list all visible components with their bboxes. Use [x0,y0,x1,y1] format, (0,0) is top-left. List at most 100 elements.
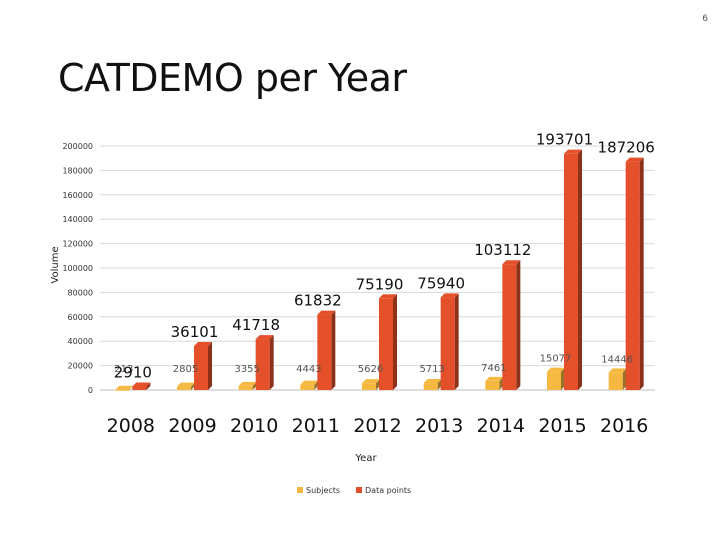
data-label-subjects: 4443 [296,364,321,375]
bar-side [516,260,521,390]
bar-subjects-2009 [177,382,195,390]
bar-subjects-2010 [238,381,257,390]
bar-front [362,383,376,390]
bar-top [177,382,195,387]
bar-datapoints-2012 [379,294,397,390]
page-title: CATDEMO per Year [58,56,407,100]
y-tick-label: 120000 [62,240,93,249]
data-label-subjects: 14446 [601,354,633,365]
bar-top [255,335,274,340]
y-tick-label: 160000 [62,191,93,200]
bar-top [115,385,134,390]
bar-top [300,380,319,385]
bar-front [423,383,438,390]
bar-front [485,380,500,390]
y-tick-label: 140000 [62,215,93,224]
bar-top [608,368,627,373]
x-axis-categories: 2008 2009 2010 2011 2012 2013 2014 2015 2016 [107,415,649,437]
y-tick-label: 40000 [68,337,93,346]
bar-top [317,310,336,315]
bar-subjects-2014 [485,376,504,390]
data-label-datapoints: 41718 [232,316,280,334]
bar-side [393,294,397,390]
legend-swatch-datapoints [356,487,362,493]
bar-top [132,382,151,387]
data-label-subjects: 3355 [234,364,259,375]
data-label-subjects: 213 [114,364,133,375]
x-tick-label: 2013 [415,415,463,437]
bar-top [440,293,459,298]
data-label-subjects: 5713 [419,364,444,375]
bar-front [379,298,393,390]
bar-subjects-2013 [423,379,442,390]
legend-label-subjects: Subjects [306,486,340,495]
bar-subjects-2016 [608,368,627,390]
data-label-subjects: 5626 [358,364,383,375]
bar-front [194,345,208,390]
x-tick-label: 2014 [477,415,525,437]
bar-side [639,157,644,390]
bar-top [502,260,521,265]
bar-top [564,149,582,154]
data-label-datapoints: 193701 [536,131,593,149]
y-tick-label: 20000 [68,362,93,371]
bar-top [379,294,397,299]
data-label-subjects: 2805 [173,364,198,375]
bar-front [625,161,640,390]
x-tick-label: 2011 [292,415,340,437]
y-tick-label: 200000 [62,142,93,151]
data-label-datapoints: 61832 [294,292,342,310]
bar-front [564,153,578,390]
legend: Subjects Data points [297,486,411,495]
bar-top [423,379,442,384]
x-tick-label: 2016 [600,415,648,437]
x-axis-title: Year [354,453,377,464]
data-label-datapoints: 36101 [171,323,219,341]
x-tick-label: 2010 [230,415,278,437]
bar-top [362,379,380,384]
bar-datapoints-2015 [564,149,582,390]
bar-top [238,381,257,386]
bar-top [485,376,504,381]
bar-front [608,372,623,390]
legend-label-datapoints: Data points [365,486,411,495]
bar-top [625,157,644,162]
x-tick-label: 2012 [353,415,401,437]
bar-datapoints-2008 [132,382,151,390]
bar-datapoints-2010 [255,335,274,390]
bar-front [177,386,191,390]
bar-front [132,386,147,390]
bar-side [454,293,459,390]
data-label-datapoints: 187206 [598,139,655,157]
bar-datapoints-2014 [502,260,521,390]
data-label-subjects: 7461 [481,363,506,374]
x-tick-label: 2015 [538,415,586,437]
bar-side [269,335,274,390]
bar-front [317,314,332,390]
data-label-datapoints: 103112 [474,241,531,259]
bar-top [547,367,565,372]
bar-subjects-2015 [547,367,565,390]
bars [115,149,644,391]
bar-front [115,389,130,391]
bar-side [331,310,336,390]
gridlines [100,145,655,391]
bar-datapoints-2013 [440,293,459,390]
bar-side [146,382,151,390]
bar-top [194,341,212,346]
bar-front [255,339,270,390]
legend-swatch-subjects [297,487,303,493]
bar-side [252,381,257,390]
y-axis-ticks: 0 20000 40000 60000 80000 100000 120000 140000 1… [62,142,93,395]
bar-subjects-2011 [300,380,319,390]
slide-number: 6 [702,14,708,24]
y-tick-label: 180000 [62,166,93,175]
data-label-subjects: 15077 [540,354,572,365]
y-axis-title: Volume [50,246,61,283]
data-label-datapoints: 75190 [356,275,404,293]
bar-datapoints-2009 [194,341,212,390]
bar-side [208,341,212,390]
bar-front [440,297,455,390]
